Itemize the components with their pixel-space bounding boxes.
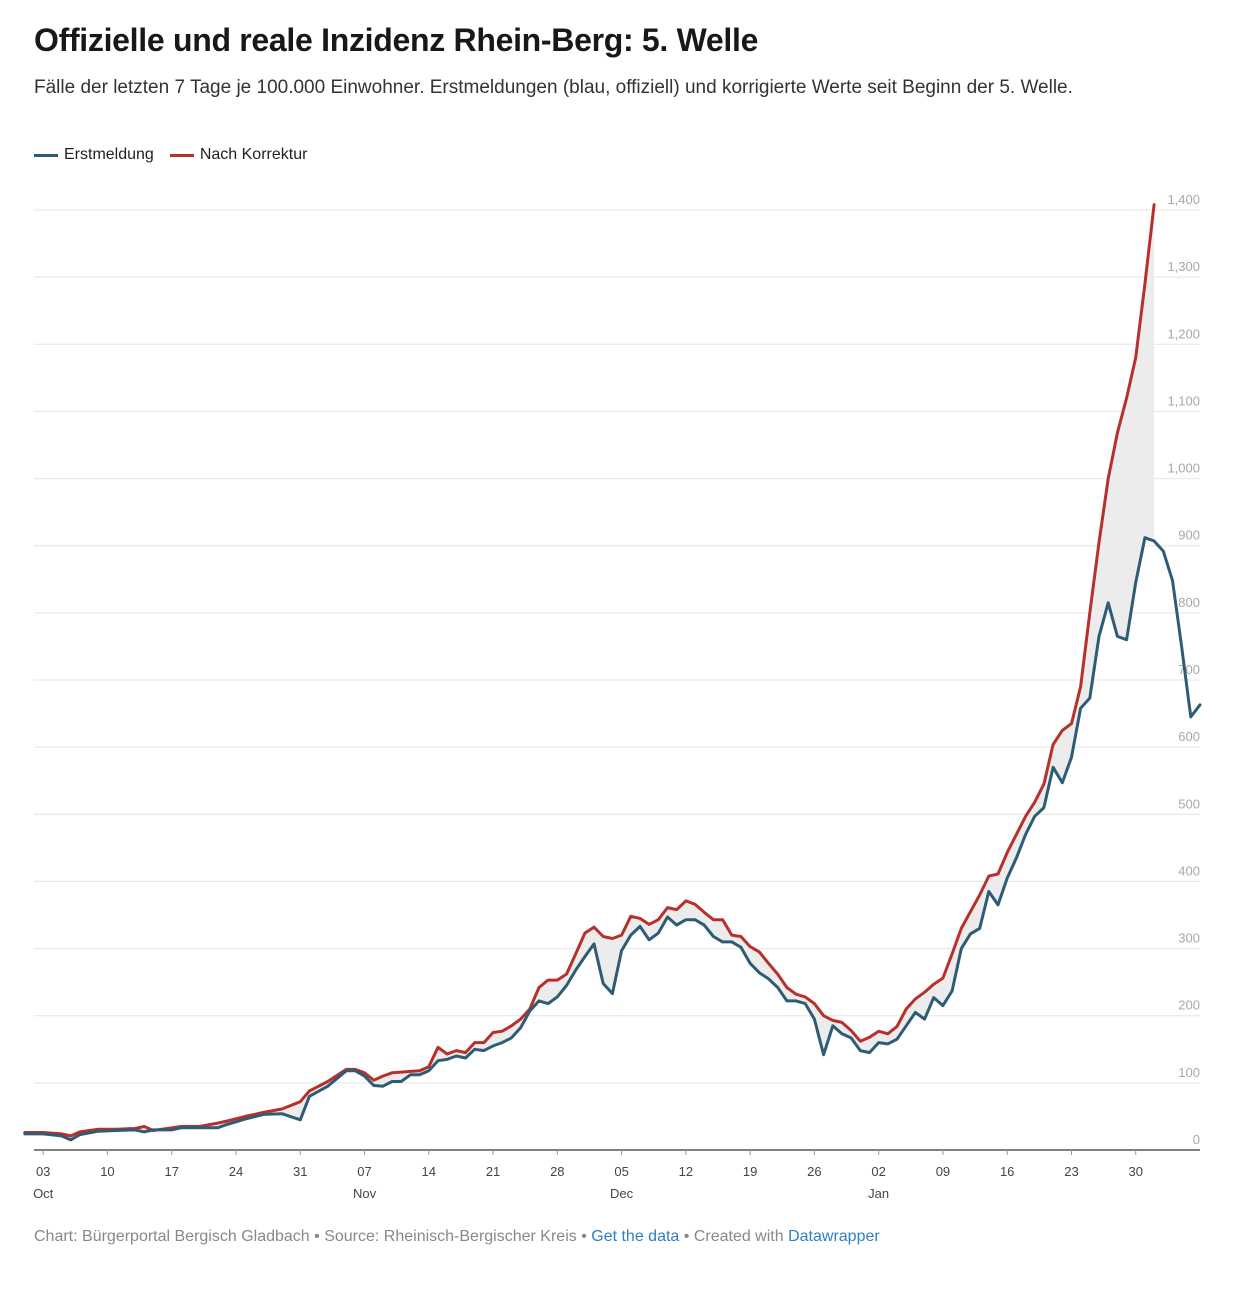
y-tick-label: 1,400	[1167, 192, 1200, 207]
x-tick-label: 16	[1000, 1164, 1014, 1179]
x-tick-label: 30	[1128, 1164, 1142, 1179]
x-tick-month-label: Dec	[610, 1186, 634, 1201]
y-tick-label: 1,000	[1167, 461, 1200, 476]
y-tick-label: 0	[1193, 1132, 1200, 1147]
x-axis: 03 Oct 10 17 24 31 07 Nov 14 21 28 05 Dec 12 19 26 02 Jan…	[33, 1149, 1200, 1201]
correction-gap-area	[24, 204, 1155, 1140]
y-tick-label: 100	[1178, 1065, 1200, 1080]
x-tick-label: 23	[1064, 1164, 1078, 1179]
line-chart: 0 100 200 300 400 500 600 700 800 900 1,000 1,100 1,…	[23, 192, 1202, 1201]
y-tick-label: 200	[1178, 998, 1200, 1013]
chart-credit: Chart: Bürgerportal Bergisch Gladbach	[34, 1228, 310, 1245]
y-tick-label: 400	[1178, 863, 1200, 878]
y-tick-label: 1,200	[1167, 326, 1200, 341]
x-tick-label: 09	[936, 1164, 950, 1179]
x-tick-label: 14	[422, 1164, 436, 1179]
created-with-text: Created with	[693, 1228, 784, 1245]
x-tick-label: 03	[36, 1164, 50, 1179]
x-tick-label: 02	[871, 1164, 885, 1179]
legend-swatch-korrektur	[169, 153, 194, 157]
series-lines	[23, 203, 1202, 1142]
legend: Erstmeldung Nach Korrektur	[34, 146, 307, 164]
chart-subtitle: Fälle der letzten 7 Tage je 100.000 Einw…	[34, 77, 1073, 98]
y-tick-label: 1,300	[1167, 259, 1200, 274]
legend-item-erstmeldung: Erstmeldung	[34, 146, 154, 164]
legend-label-korrektur: Nach Korrektur	[199, 146, 308, 163]
chart-title: Offizielle und reale Inzidenz Rhein-Berg…	[34, 22, 759, 58]
y-tick-label: 500	[1178, 796, 1200, 811]
x-tick-label: 10	[100, 1164, 114, 1179]
x-tick-label: 31	[293, 1164, 307, 1179]
x-tick-month-label: Jan	[868, 1186, 889, 1201]
datawrapper-link[interactable]: Datawrapper	[788, 1228, 880, 1245]
x-tick-label: 07	[357, 1164, 371, 1179]
y-tick-label: 700	[1178, 662, 1200, 677]
y-tick-label: 300	[1178, 931, 1200, 946]
source-text: Source: Rheinisch-Bergischer Kreis	[324, 1228, 577, 1245]
x-tick-label: 05	[614, 1164, 628, 1179]
y-tick-label: 900	[1178, 528, 1200, 543]
footer: Chart: Bürgerportal Bergisch Gladbach • …	[34, 1228, 880, 1245]
x-tick-label: 24	[229, 1164, 243, 1179]
x-tick-label: 12	[679, 1164, 693, 1179]
series-line-erstmeldung	[23, 536, 1202, 1142]
y-tick-label: 800	[1178, 595, 1200, 610]
x-tick-month-label: Nov	[353, 1186, 377, 1201]
x-tick-month-label: Oct	[33, 1186, 54, 1201]
legend-label-erstmeldung: Erstmeldung	[64, 146, 154, 163]
x-tick-label: 26	[807, 1164, 821, 1179]
y-tick-label: 600	[1178, 729, 1200, 744]
x-tick-label: 21	[486, 1164, 500, 1179]
legend-item-korrektur: Nach Korrektur	[169, 146, 308, 164]
grid: 0 100 200 300 400 500 600 700 800 900 1,000 1,100 1,…	[34, 192, 1200, 1147]
x-tick-label: 28	[550, 1164, 564, 1179]
y-tick-label: 1,100	[1167, 393, 1200, 408]
x-tick-label: 19	[743, 1164, 757, 1179]
x-tick-label: 17	[164, 1164, 178, 1179]
series-line-korrektur	[23, 203, 1156, 1138]
legend-swatch-erstmeldung	[34, 153, 58, 157]
get-the-data-link[interactable]: Get the data	[591, 1228, 680, 1245]
